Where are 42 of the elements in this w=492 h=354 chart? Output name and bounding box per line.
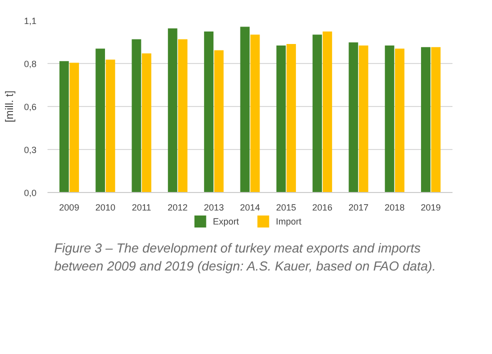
bar xyxy=(250,34,260,192)
bar xyxy=(132,39,142,192)
x-tick-label: 2017 xyxy=(348,202,369,212)
y-axis-title: [mill. t] xyxy=(4,90,16,122)
x-tick-label: 2019 xyxy=(420,202,441,212)
bar xyxy=(322,31,332,192)
bar xyxy=(106,60,116,192)
bar xyxy=(395,48,404,192)
bar xyxy=(276,46,286,192)
bar xyxy=(70,62,79,192)
x-tick-label: 2015 xyxy=(276,202,296,212)
bar xyxy=(431,47,441,192)
x-tick-label: 2013 xyxy=(204,202,224,212)
y-tick-label: 0,8 xyxy=(24,59,37,69)
x-tick-label: 2014 xyxy=(240,202,260,212)
bar xyxy=(240,26,250,192)
bar xyxy=(59,61,69,192)
legend-label: Import xyxy=(276,216,302,226)
x-tick-label: 2016 xyxy=(312,202,332,212)
y-tick-label: 1,1 xyxy=(24,16,37,26)
bar xyxy=(348,42,358,192)
legend-label: Export xyxy=(212,216,240,226)
x-tick-label: 2009 xyxy=(59,202,80,212)
bar xyxy=(214,50,224,192)
bar xyxy=(178,39,188,192)
bar xyxy=(312,34,322,192)
bar xyxy=(96,48,105,192)
bar xyxy=(168,28,178,192)
y-tick-label: 0,6 xyxy=(24,102,37,112)
bar xyxy=(421,47,430,192)
bar xyxy=(384,46,394,192)
bar xyxy=(142,53,152,192)
x-tick-label: 2010 xyxy=(95,202,116,212)
x-tick-label: 2012 xyxy=(168,202,188,212)
bar xyxy=(286,44,296,192)
y-tick-label: 0,0 xyxy=(24,188,37,198)
bar xyxy=(358,46,368,192)
x-tick-label: 2018 xyxy=(384,202,405,212)
y-tick-label: 0,3 xyxy=(24,145,37,155)
x-tick-label: 2011 xyxy=(132,202,152,212)
caption: Figure 3 – The development of turkey meat exports and imports between 2009 and 2019 (design: A.S. Kauer, based on FAO data). xyxy=(54,240,436,274)
bar xyxy=(204,31,214,192)
